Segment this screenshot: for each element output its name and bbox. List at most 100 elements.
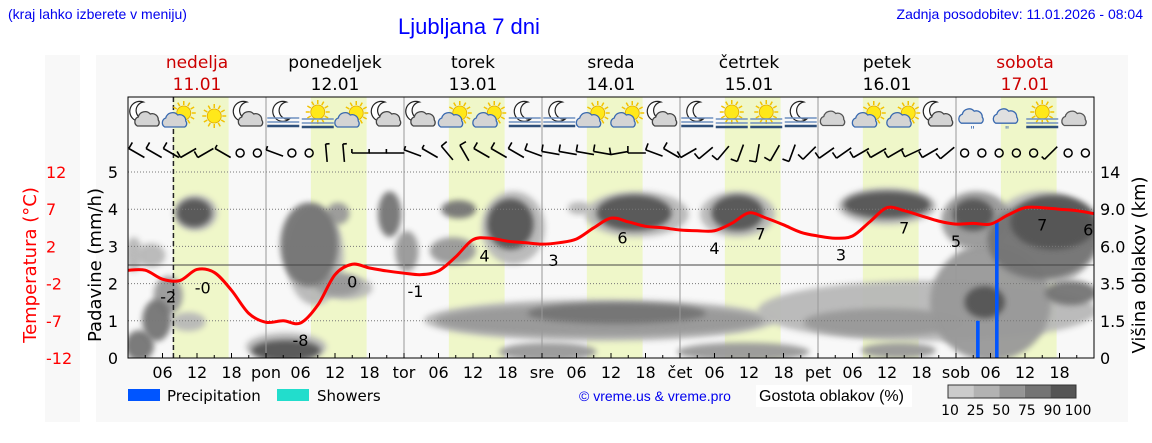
wind-shaft (818, 147, 835, 159)
calm-wind-icon (1028, 148, 1039, 158)
sun-ray (720, 115, 726, 119)
wind-barb (849, 151, 855, 158)
calm-circle (1080, 148, 1091, 158)
wind-barb (866, 151, 872, 158)
sun-fog-icon (301, 100, 334, 129)
cloud-shape (437, 112, 464, 128)
wind-barb (763, 156, 771, 162)
cloud-height-tick: 3.5 (1100, 275, 1125, 294)
wind-barb (459, 141, 467, 146)
wind-shaft (716, 145, 730, 161)
temperature-axis-title: Temperatura (°C) (20, 187, 41, 344)
precipitation-tick: 4 (108, 200, 118, 219)
precipitation-tick: 2 (108, 275, 118, 294)
wind-barb-icon (128, 142, 145, 159)
page-title: Ljubljana 7 dni (398, 14, 540, 39)
sun-ray (217, 105, 221, 110)
sun-ray (487, 102, 491, 107)
sun-ray (735, 101, 739, 106)
precipitation-tick: 1 (108, 312, 118, 331)
wind-shaft (403, 149, 422, 157)
wind-barb-icon (749, 143, 760, 163)
gridlines (128, 97, 1094, 358)
wind-barb (693, 152, 700, 160)
wind-shaft (887, 147, 904, 159)
cloud-height-tick: 6.0 (1100, 237, 1125, 256)
sun-ray (635, 119, 639, 124)
cloud-shape (410, 111, 436, 127)
wind-barb-icon (558, 144, 577, 156)
wind-barb-icon (797, 146, 817, 160)
wind-shaft (921, 147, 939, 159)
sun-cloud-icon (851, 101, 886, 128)
sun-ray (769, 101, 773, 106)
wind-barb (935, 152, 942, 160)
precipitation-legend-label: Precipitation (167, 387, 261, 405)
cloud-shape (927, 111, 954, 127)
sun-ray (311, 101, 315, 106)
sun-ray (638, 116, 644, 120)
wind-barb-icon (403, 145, 422, 157)
sun-ray (187, 119, 191, 124)
cloud-shape (958, 108, 984, 124)
cloud-shape (161, 112, 188, 128)
wind-shaft (180, 147, 197, 159)
moon-shape (548, 100, 568, 122)
legend-title-bg (756, 385, 912, 407)
temperature-tick: -2 (46, 275, 62, 294)
weather-icons-row: " " (129, 100, 1087, 136)
cloud-density-blob (487, 198, 534, 250)
precipitation-tick: 5 (108, 163, 118, 182)
sun-ray (466, 116, 471, 120)
temperature-label: 3 (548, 251, 558, 270)
moon-shape (513, 100, 533, 122)
sun-ray (359, 102, 363, 107)
sun-ray (604, 106, 609, 110)
sun-ray (911, 119, 915, 124)
sun-ray (207, 105, 211, 110)
sun-cloud-icon (472, 101, 507, 128)
temperature-label: 5 (951, 232, 961, 251)
wind-barb-icon (507, 142, 525, 159)
wind-shaft (576, 150, 595, 156)
calm-wind-icon (1063, 148, 1073, 158)
wind-shaft (663, 147, 680, 159)
day-name: ponedeljek (288, 53, 382, 73)
x-day-label: pet (805, 363, 831, 382)
wind-barb (214, 144, 218, 149)
temperature-label: -1 (408, 282, 424, 301)
sun-ray (725, 101, 729, 106)
x-tick-label: 06 (428, 363, 448, 382)
density-scale-frame (947, 384, 1077, 399)
location-hint: (kraj lahko izberete v meniju) (8, 6, 187, 22)
sun-ray (362, 116, 368, 120)
wind-barb (265, 145, 269, 151)
cloud-density-blob (711, 195, 764, 231)
sun-ray (911, 102, 915, 107)
calm-wind-icon (235, 148, 245, 158)
cloud-shape (375, 111, 402, 127)
moon-cloud-icon (232, 100, 264, 127)
wind-barb-icon (385, 149, 405, 154)
showers-legend-label: Showers (317, 387, 381, 405)
calm-circle (235, 148, 245, 158)
wind-shaft (162, 147, 180, 159)
sun-ray (187, 102, 191, 107)
wind-shaft (214, 147, 232, 159)
x-tick-label: 18 (1049, 363, 1069, 382)
wind-barb (490, 142, 496, 149)
moon-cloud-icon (922, 100, 954, 127)
x-tick-label: 06 (980, 363, 1000, 382)
temperature-label: -0 (195, 278, 211, 297)
wind-barb-icon (145, 142, 163, 159)
temperature-tick: 12 (46, 163, 66, 182)
left-axis-panel (45, 55, 80, 422)
wind-barb (749, 159, 757, 163)
x-tick-label: 18 (911, 363, 931, 382)
wind-barb (176, 151, 182, 158)
cloud-density-blob (567, 201, 591, 215)
density-swatch (973, 385, 1000, 398)
density-scale-label: 50 (992, 403, 1010, 419)
sun-ray (345, 106, 350, 110)
wind-barb-icon (901, 148, 922, 158)
